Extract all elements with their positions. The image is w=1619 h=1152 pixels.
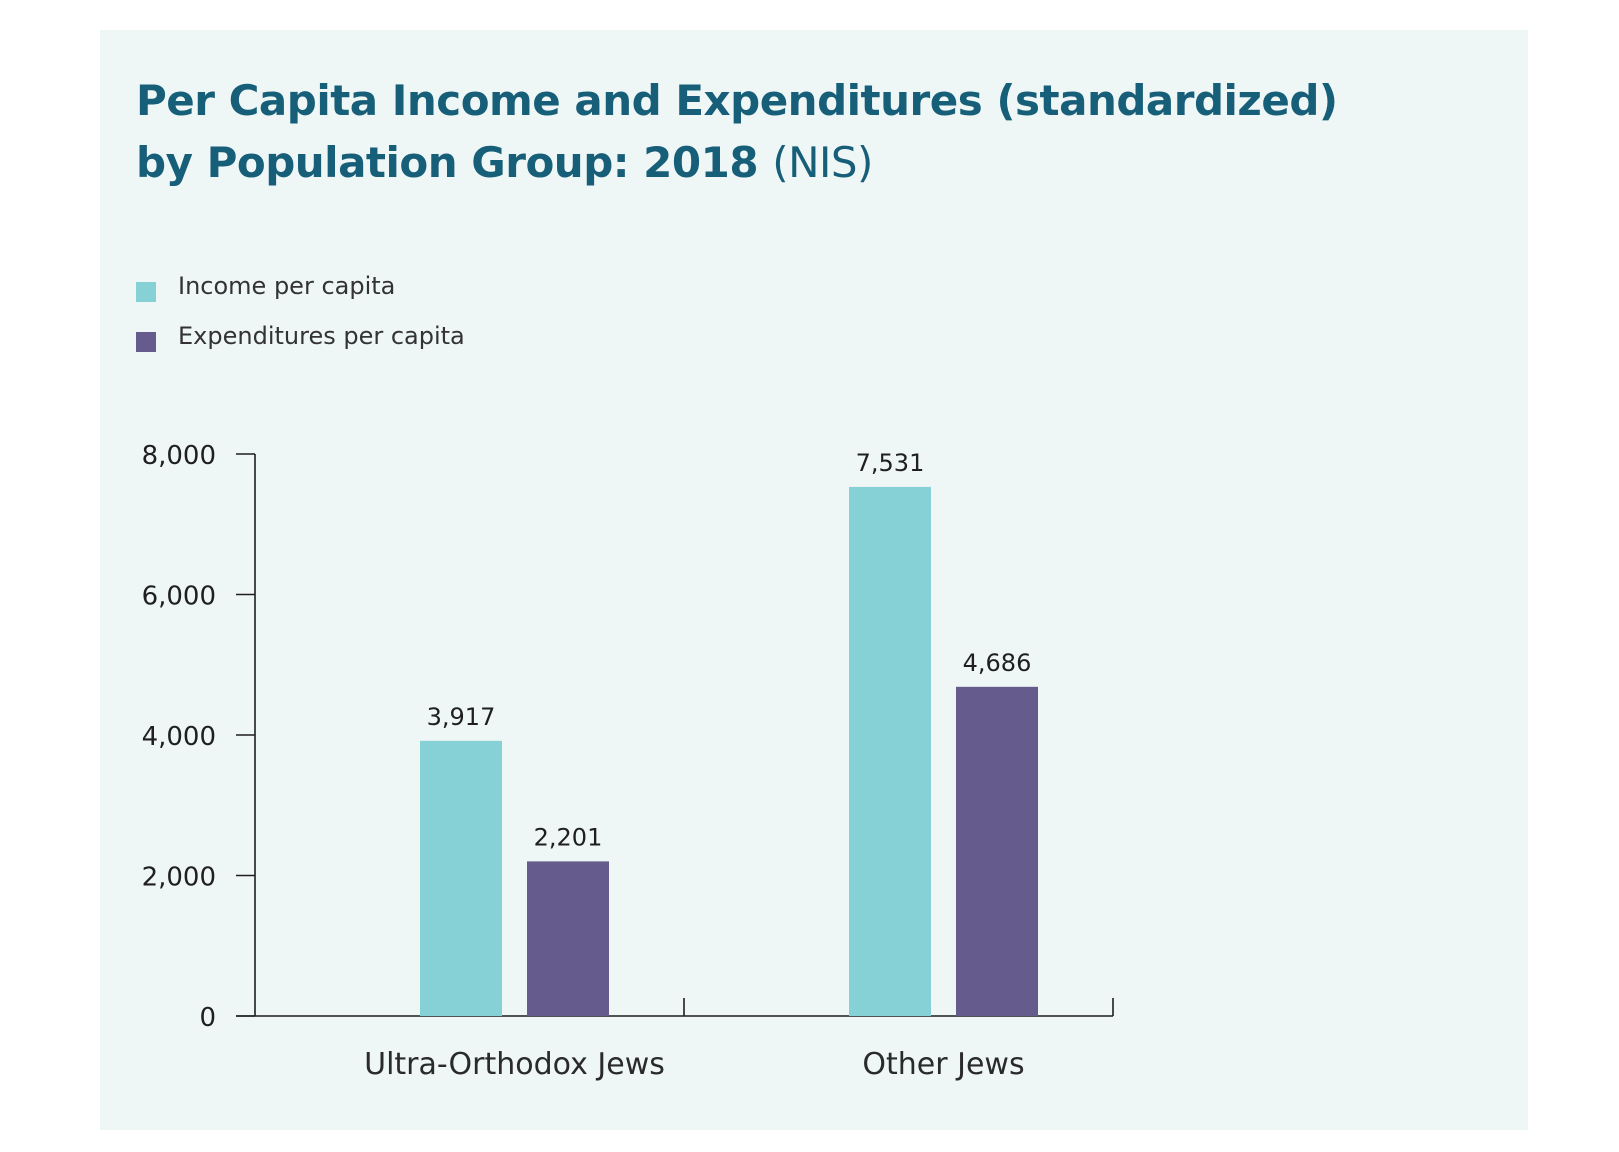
category-label: Other Jews — [862, 1047, 1024, 1082]
legend-swatch-expenditures — [136, 332, 156, 352]
data-label: 3,917 — [427, 703, 496, 731]
legend-swatch-income — [136, 282, 156, 302]
y-tick-label: 2,000 — [142, 863, 216, 893]
category-label: Ultra-Orthodox Jews — [364, 1047, 665, 1082]
y-tick-label: 4,000 — [142, 722, 216, 752]
title-line-2: by Population Group: 2018 — [136, 138, 759, 187]
y-tick-label: 6,000 — [142, 582, 216, 612]
data-label: 4,686 — [963, 649, 1032, 677]
bar-expenditures — [956, 686, 1038, 1016]
data-label: 7,531 — [856, 449, 925, 477]
data-label: 2,201 — [534, 823, 603, 851]
chart-title: Per Capita Income and Expenditures (stan… — [136, 70, 1338, 194]
legend-label-income: Income per capita — [178, 272, 396, 300]
bar-income — [420, 740, 502, 1016]
y-tick-label: 8,000 — [142, 441, 216, 471]
bar-income — [849, 486, 931, 1016]
title-line-1: Per Capita Income and Expenditures (stan… — [136, 76, 1338, 125]
title-unit: (NIS) — [772, 138, 873, 187]
bar-expenditures — [527, 861, 609, 1016]
legend-label-expenditures: Expenditures per capita — [178, 322, 465, 350]
y-tick-label: 0 — [199, 1003, 216, 1033]
chart-panel — [100, 30, 1528, 1130]
